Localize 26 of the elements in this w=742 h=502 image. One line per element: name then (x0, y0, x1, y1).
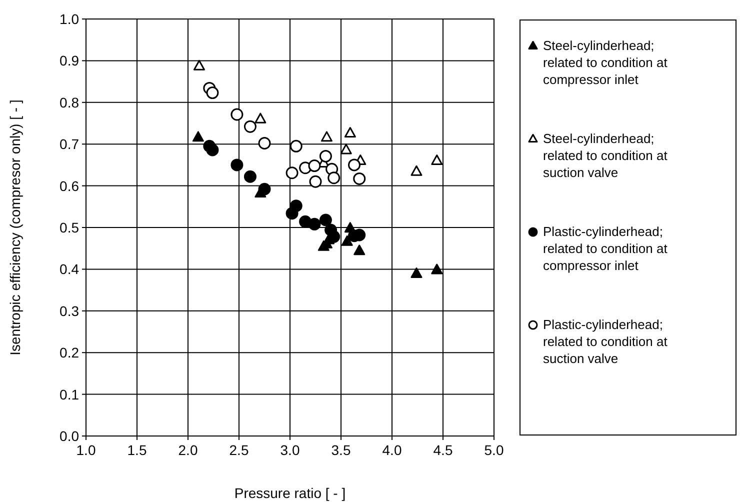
y-tick-label: 0.1 (60, 386, 80, 402)
legend-label: Steel-cylinderhead; related to condition at compressor inlet (543, 38, 668, 87)
y-tick-label: 0.2 (60, 344, 80, 361)
x-tick-label: 2.0 (178, 442, 198, 458)
y-tick-label: 0.4 (60, 261, 80, 278)
y-axis-title: Isentropic efficiency (compresor only) [ - ] (7, 100, 23, 356)
y-tick-label: 0.8 (60, 94, 80, 110)
legend-label: Steel-cylinderhead; related to condition at suction valve (543, 131, 668, 180)
x-tick-label: 3.5 (331, 442, 351, 458)
y-tick-label: 0.6 (60, 178, 80, 194)
y-tick-label: 0.7 (60, 136, 80, 152)
x-tick-label: 1.0 (76, 442, 96, 458)
x-tick-label: 4.0 (382, 442, 402, 458)
x-tick-label: 4.5 (433, 442, 453, 458)
x-axis-title: Pressure ratio [ - ] (234, 485, 346, 501)
y-tick-label: 0.5 (60, 220, 80, 236)
x-tick-label: 3.0 (280, 442, 300, 458)
x-tick-label: 5.0 (484, 442, 504, 458)
legend-label: Plastic-cylinderhead; related to condition at compressor inlet (543, 224, 668, 273)
x-tick-label: 1.5 (127, 442, 147, 458)
legend-label: Plastic-cylinderhead; related to condition at suction valve (543, 317, 668, 366)
x-tick-label: 2.5 (229, 442, 249, 458)
y-tick-label: 0.3 (60, 302, 80, 319)
y-tick-label: 0.9 (60, 52, 80, 69)
y-tick-label: 0.0 (60, 428, 80, 444)
y-tick-label: 1.0 (60, 11, 80, 27)
